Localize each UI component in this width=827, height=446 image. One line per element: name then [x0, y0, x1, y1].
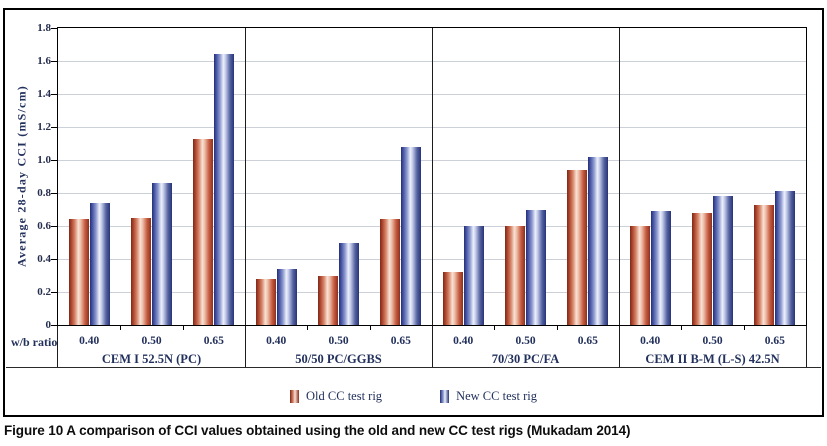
wb-ratio-tick-label: 0.50: [328, 335, 349, 347]
bar-old-rig: [567, 169, 588, 325]
x-tick-mark: [307, 326, 309, 330]
wb-ratio-tick-label: 0.65: [577, 335, 598, 347]
x-axis-prefix-label: w/b ratio: [11, 335, 58, 349]
figure-caption-label: Figure 10: [4, 423, 64, 438]
y-tick-mark: [51, 126, 57, 128]
category-band-line: [57, 326, 58, 367]
bar-new-rig: [588, 156, 609, 325]
wb-ratio-tick-label: 0.65: [390, 335, 411, 347]
bar-new-rig: [401, 146, 422, 325]
y-axis-title: Average 28-day CCI (mS/cm): [14, 85, 29, 267]
y-tick-label: 1.0: [37, 154, 51, 166]
legend-item-new-rig: New CC test rig: [440, 389, 537, 404]
figure-frame: Average 28-day CCI (mS/cm) w/b ratio Old…: [3, 8, 824, 417]
bar-new-rig: [713, 196, 733, 325]
y-tick-mark: [51, 324, 57, 326]
plot-area: [57, 27, 807, 326]
bar-old-rig: [629, 226, 650, 325]
y-tick-mark: [51, 291, 57, 293]
category-band-line: [431, 326, 433, 367]
y-tick-label: 1.2: [37, 121, 51, 133]
x-tick-mark: [369, 326, 371, 330]
group-separator: [431, 28, 433, 325]
y-tick-mark: [51, 258, 57, 260]
legend-swatch-new-rig: [440, 390, 450, 403]
x-tick-mark: [556, 326, 558, 330]
y-tick-label: 0.6: [37, 220, 51, 232]
bar-old-rig: [68, 219, 89, 325]
y-tick-mark: [51, 60, 57, 62]
y-tick-label: 1.8: [37, 22, 51, 34]
bar-old-rig: [131, 217, 151, 325]
x-tick-mark: [494, 326, 496, 330]
y-tick-label: 1.6: [37, 55, 51, 67]
wb-ratio-tick-label: 0.65: [764, 335, 785, 347]
bar-old-rig: [754, 204, 775, 325]
wb-ratio-tick-label: 0.40: [79, 335, 100, 347]
y-tick-label: 0.2: [37, 286, 51, 298]
bar-new-rig: [152, 183, 172, 325]
y-tick-mark: [51, 159, 57, 161]
wb-ratio-tick-label: 0.50: [515, 335, 536, 347]
wb-ratio-tick-label: 0.65: [203, 335, 224, 347]
y-tick-mark: [51, 192, 57, 194]
bar-old-rig: [692, 212, 712, 325]
bar-old-rig: [505, 226, 525, 325]
x-tick-mark: [743, 326, 745, 330]
y-tick-label: 0: [45, 319, 52, 331]
legend: Old CC test rig New CC test rig: [5, 389, 822, 404]
y-tick-label: 1.4: [37, 88, 51, 100]
y-tick-mark: [51, 93, 57, 95]
wb-ratio-tick-label: 0.40: [266, 335, 287, 347]
x-tick-mark: [120, 326, 122, 330]
legend-label-old-rig: Old CC test rig: [306, 389, 383, 403]
legend-swatch-old-rig: [290, 390, 300, 403]
group-label: 50/50 PC/GGBS: [295, 352, 382, 366]
x-tick-mark: [681, 326, 683, 330]
category-band-line: [806, 326, 807, 367]
group-label: 70/30 PC/FA: [491, 352, 560, 366]
category-band-line: [244, 326, 246, 367]
bar-old-rig: [193, 138, 214, 325]
bar-new-rig: [276, 268, 297, 325]
bar-new-rig: [463, 226, 484, 325]
wb-ratio-tick-label: 0.40: [640, 335, 661, 347]
x-tick-mark: [182, 326, 184, 330]
figure-caption: Figure 10 A comparison of CCI values obt…: [4, 423, 824, 438]
y-tick-label: 0.8: [37, 187, 51, 199]
legend-label-new-rig: New CC test rig: [456, 389, 537, 403]
bar-old-rig: [442, 272, 463, 325]
bar-old-rig: [255, 278, 276, 325]
bar-new-rig: [89, 202, 110, 325]
wb-ratio-tick-label: 0.40: [453, 335, 474, 347]
bar-new-rig: [214, 54, 235, 325]
bar-new-rig: [339, 242, 359, 325]
bar-old-rig: [318, 275, 338, 325]
bar-new-rig: [650, 211, 671, 325]
bar-new-rig: [526, 209, 546, 325]
wb-ratio-tick-label: 0.50: [702, 335, 723, 347]
group-separator: [618, 28, 620, 325]
y-tick-label: 0.4: [37, 253, 51, 265]
group-label: CEM II B-M (L-S) 42.5N: [645, 352, 780, 366]
y-tick-mark: [51, 225, 57, 227]
category-band-bottom-rule: [6, 367, 821, 368]
group-separator: [244, 28, 246, 325]
category-band-line: [618, 326, 620, 367]
group-label: CEM I 52.5N (PC): [101, 352, 202, 366]
bar-old-rig: [380, 219, 401, 325]
legend-item-old-rig: Old CC test rig: [290, 389, 382, 404]
figure-caption-text: A comparison of CCI values obtained usin…: [63, 423, 631, 438]
bar-new-rig: [775, 191, 796, 325]
y-tick-mark: [51, 27, 57, 29]
wb-ratio-tick-label: 0.50: [141, 335, 162, 347]
